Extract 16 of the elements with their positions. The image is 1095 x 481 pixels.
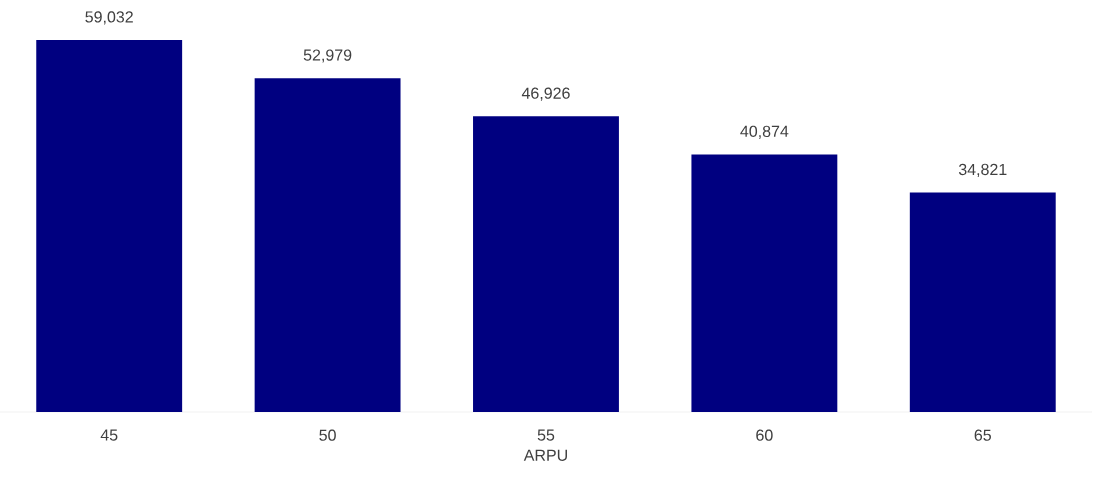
bar: [473, 116, 619, 412]
x-tick-label: 45: [100, 429, 118, 441]
bar: [691, 154, 838, 412]
x-axis-title: ARPU: [523, 449, 567, 461]
bar: [254, 78, 401, 412]
data-label: 34,821: [958, 163, 1007, 178]
x-tick-label: 65: [974, 429, 991, 441]
bar: [36, 40, 183, 412]
x-tick-label: 50: [319, 429, 336, 441]
data-label: 46,926: [521, 87, 570, 101]
bar: [909, 192, 1056, 412]
data-label: 40,874: [740, 125, 789, 139]
data-label: 52,979: [303, 49, 352, 63]
x-tick-label: 60: [756, 429, 773, 441]
x-tick-label: 55: [537, 429, 555, 441]
data-label: 59,032: [85, 11, 133, 25]
